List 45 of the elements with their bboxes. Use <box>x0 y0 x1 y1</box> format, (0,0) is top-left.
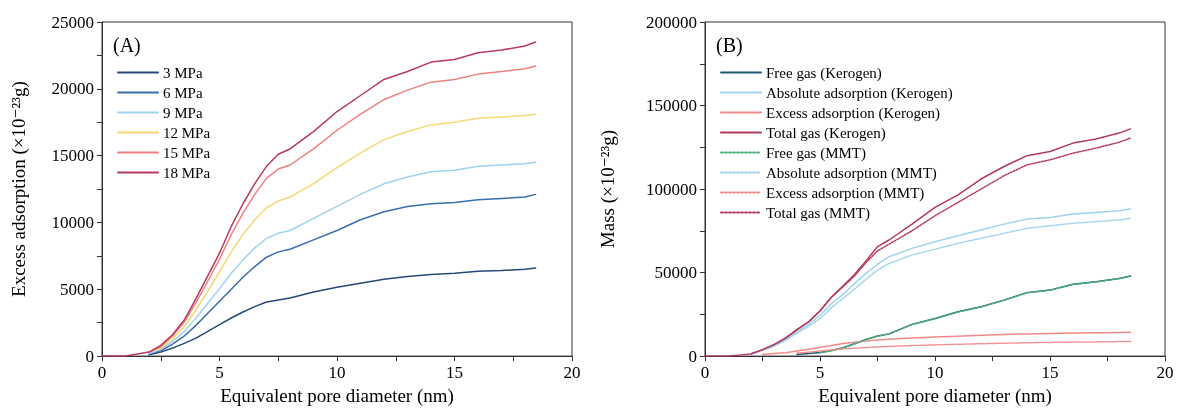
line-series <box>148 267 537 356</box>
legend-label: 15 MPa <box>163 144 211 161</box>
legend-label: Absolute adsorption (MMT) <box>766 164 937 182</box>
legend-label: Excess adsorption (Kerogen) <box>766 104 941 122</box>
x-tick-label: 20 <box>1156 363 1174 383</box>
y-tick-label: 10000 <box>51 212 94 232</box>
y-tick-label: 200000 <box>646 12 697 32</box>
x-axis-title: Equivalent pore diameter (nm) <box>220 385 454 407</box>
y-axis-title: Excess adsorption (×10⁻²³g) <box>8 81 30 297</box>
y-tick-label: 20000 <box>51 79 94 99</box>
y-tick-label: 150000 <box>646 96 697 116</box>
legend-label: 18 MPa <box>163 164 211 181</box>
legend-label: Total gas (MMT) <box>766 204 870 222</box>
y-tick-label: 25000 <box>51 12 94 32</box>
x-tick-label: 5 <box>215 363 224 383</box>
line-series <box>148 161 537 355</box>
legend-label: Absolute adsorption (Kerogen) <box>766 84 953 102</box>
y-axis-title: Mass (×10⁻²³g) <box>597 129 619 249</box>
legend-label: Free gas (Kerogen) <box>766 64 882 82</box>
x-axis-title: Equivalent pore diameter (nm) <box>818 385 1052 407</box>
y-tick-label: 15000 <box>51 146 94 166</box>
legend-label: Excess adsorption (MMT) <box>766 184 925 202</box>
legend-label: 9 MPa <box>163 104 203 121</box>
x-tick-label: 15 <box>446 363 463 383</box>
line-series <box>761 331 1132 356</box>
legend-label: Free gas (MMT) <box>766 144 866 162</box>
legend-label: Total gas (Kerogen) <box>766 124 886 142</box>
text: (B) <box>716 34 743 57</box>
y-tick-label: 0 <box>85 346 94 366</box>
legend-label: 6 MPa <box>163 84 203 101</box>
x-tick-label: 10 <box>328 363 346 383</box>
legend-label: 3 MPa <box>163 64 203 81</box>
text: (A) <box>113 34 141 57</box>
x-tick-label: 0 <box>97 363 107 383</box>
y-tick-label: 0 <box>688 346 697 366</box>
x-tick-label: 15 <box>1041 363 1059 383</box>
x-tick-label: 5 <box>815 363 825 383</box>
line-series <box>148 193 537 355</box>
y-tick-label: 100000 <box>646 179 697 199</box>
y-tick-label: 50000 <box>654 263 697 283</box>
x-tick-label: 20 <box>563 363 581 383</box>
legend-label: 12 MPa <box>163 124 211 141</box>
y-tick-label: 5000 <box>60 279 94 299</box>
x-tick-label: 10 <box>926 363 944 383</box>
x-tick-label: 0 <box>700 363 710 383</box>
